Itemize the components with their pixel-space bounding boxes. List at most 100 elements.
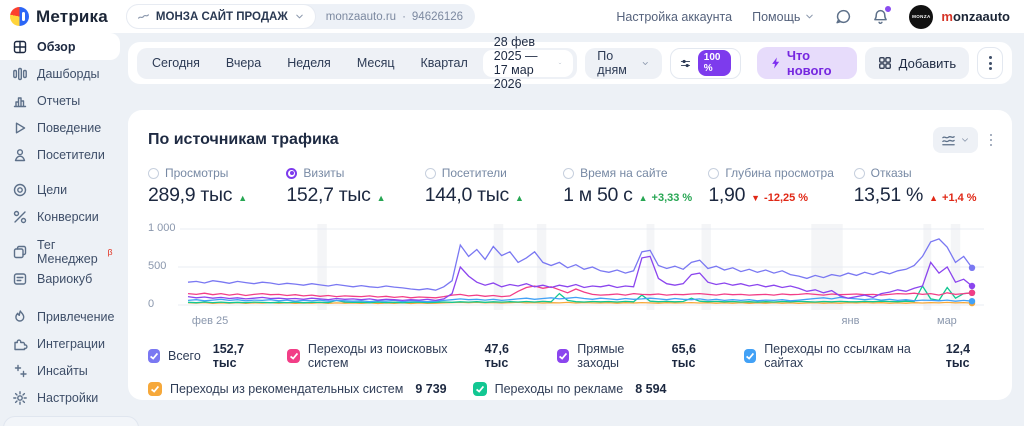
tag-manager-icon	[13, 245, 27, 258]
counter-icon	[137, 14, 149, 19]
radio-unselected[interactable]	[563, 167, 575, 179]
card-kebab-button[interactable]	[989, 133, 992, 147]
checkbox-checked[interactable]	[148, 349, 160, 363]
checkbox-checked[interactable]	[287, 349, 300, 363]
counter-domain: monzaauto.ru · 94626126	[316, 11, 463, 23]
sidebar-footer-panel[interactable]	[3, 416, 139, 426]
sidebar-item-dashboards[interactable]: Дашборды	[0, 60, 120, 87]
metric-users[interactable]: Посетители 144,0 тыс ▲	[424, 166, 524, 206]
chevron-down-icon	[559, 62, 562, 64]
play-icon	[15, 122, 26, 133]
sliders-icon	[680, 59, 690, 67]
toolbar-kebab-button[interactable]	[977, 47, 1003, 79]
lightning-icon	[771, 57, 779, 69]
sidebar-item-behavior[interactable]: Поведение	[0, 114, 120, 141]
period-yesterday[interactable]: Вчера	[225, 56, 262, 70]
period-segmented-control: Сегодня Вчера Неделя Месяц Квартал 28 фе…	[137, 35, 578, 91]
percent-icon	[13, 210, 27, 223]
legend-direct[interactable]: Прямые заходы 65,6 тыс	[556, 342, 718, 370]
help-menu[interactable]: Помощь	[752, 10, 815, 24]
chevron-down-icon	[806, 14, 814, 19]
sidebar-item-attraction[interactable]: Привлечение	[0, 303, 120, 330]
sidebar-item-visitors[interactable]: Посетители	[0, 141, 120, 168]
target-icon	[13, 183, 27, 196]
metrica-logo[interactable]: Метрика	[10, 7, 108, 27]
variocube-icon	[13, 272, 27, 285]
chevron-down-icon	[961, 138, 968, 142]
sidebar-item-goals[interactable]: Цели	[0, 176, 120, 203]
chat-button[interactable]	[835, 8, 852, 25]
radio-unselected[interactable]	[148, 167, 159, 179]
sidebar-item-settings[interactable]: Настройки	[0, 384, 120, 411]
bell-icon	[874, 9, 888, 24]
sidebar-item-variocube[interactable]: Вариокуб	[0, 265, 120, 292]
radio-unselected[interactable]	[424, 167, 436, 179]
chat-icon	[836, 9, 851, 24]
sidebar: Обзор Дашборды Отчеты Поведение Посетите…	[0, 33, 139, 426]
checkbox-checked[interactable]	[556, 349, 570, 363]
whats-new-button[interactable]: Что нового	[756, 47, 857, 79]
legend-row-1: Всего 152,7 тыс Переходы из поисковых си…	[148, 342, 992, 370]
sidebar-item-reports[interactable]: Отчеты	[0, 87, 120, 114]
date-range-picker[interactable]: 28 фев 2025 — 17 мар 2026	[482, 35, 574, 91]
sidebar-item-overview[interactable]: Обзор	[0, 33, 120, 60]
legend-site-links[interactable]: Переходы по ссылкам на сайтах 12,4 тыс	[743, 342, 992, 370]
legend-ads[interactable]: Переходы по рекламе 8 594	[472, 382, 667, 396]
checkbox-checked[interactable]	[472, 382, 487, 396]
person-icon	[14, 148, 26, 161]
trend-up-icon: ▲	[929, 193, 939, 203]
help-label: Помощь	[752, 9, 801, 24]
legend-search[interactable]: Переходы из поисковых систем 47,6 тыс	[287, 342, 531, 370]
metric-time-on-site[interactable]: Время на сайте 1 м 50 с ▲ +3,33 %	[563, 166, 693, 206]
notifications-button[interactable]	[872, 6, 892, 25]
user-name[interactable]: monzaauto	[941, 9, 1010, 24]
radio-unselected[interactable]	[708, 167, 720, 179]
metric-bounce-rate[interactable]: Отказы 13,51 % ▲ +1,4 %	[853, 166, 977, 206]
radio-selected[interactable]	[286, 167, 298, 179]
granularity-select[interactable]: По дням	[585, 47, 662, 79]
top-header: Метрика МОНЗА САЙТ ПРОДАЖ monzaauto.ru ·…	[0, 0, 1024, 33]
traffic-sources-card: По источникам трафика Просмотры 289,9 ты…	[128, 110, 1012, 400]
sidebar-item-insights[interactable]: Инсайты	[0, 357, 120, 384]
period-today[interactable]: Сегодня	[152, 56, 200, 70]
chart-type-select[interactable]	[932, 127, 978, 153]
avatar[interactable]: MONZA	[909, 4, 934, 29]
metric-tabs: Просмотры 289,9 тыс ▲ Визиты 152,7 тыс ▲ П…	[148, 166, 992, 207]
y-axis-tick: 0	[148, 298, 159, 310]
period-week[interactable]: Неделя	[287, 56, 331, 70]
puzzle-icon	[14, 338, 28, 350]
period-quarter[interactable]: Квартал	[420, 56, 468, 70]
checkbox-checked[interactable]	[743, 349, 757, 363]
y-axis-tick: 500	[148, 260, 171, 272]
radio-unselected[interactable]	[853, 167, 865, 179]
counter-selector[interactable]: МОНЗА САЙТ ПРОДАЖ monzaauto.ru · 9462612…	[125, 4, 476, 29]
dashboards-icon	[13, 67, 27, 80]
x-axis-tick: янв	[841, 315, 860, 327]
checkbox-checked[interactable]	[148, 382, 162, 396]
sidebar-item-tag-manager[interactable]: Тег Менеджер β	[0, 238, 120, 266]
metric-pageviews[interactable]: Просмотры 289,9 тыс ▲	[148, 166, 248, 206]
trend-up-icon: ▲	[238, 193, 248, 203]
account-settings-link[interactable]: Настройка аккаунта	[616, 9, 733, 24]
traffic-chart[interactable]: 1 000 500 0	[148, 221, 992, 313]
sampling-button[interactable]: 100 %	[669, 47, 741, 79]
overview-icon	[13, 40, 27, 53]
sidebar-item-conversions[interactable]: Конверсии	[0, 203, 120, 230]
notification-dot	[885, 6, 892, 12]
period-month[interactable]: Месяц	[356, 56, 395, 70]
x-axis-tick: фев 25	[191, 315, 229, 327]
legend-recommendations[interactable]: Переходы из рекомендательных систем 9 73…	[148, 382, 447, 396]
sampling-badge: 100 %	[697, 50, 731, 76]
line-chart-canvas[interactable]	[148, 221, 992, 313]
add-button[interactable]: Добавить	[864, 47, 970, 79]
metric-visits[interactable]: Визиты 152,7 тыс ▲	[286, 166, 386, 206]
chevron-down-icon	[643, 61, 649, 65]
kebab-icon	[988, 56, 992, 70]
sidebar-item-integrations[interactable]: Интеграции	[0, 330, 120, 357]
counter-name-button[interactable]: МОНЗА САЙТ ПРОДАЖ	[125, 4, 316, 29]
counter-name: МОНЗА САЙТ ПРОДАЖ	[155, 10, 288, 23]
beta-badge: β	[107, 246, 113, 257]
legend-row-2: Переходы из рекомендательных систем 9 73…	[148, 382, 992, 396]
legend-total[interactable]: Всего 152,7 тыс	[148, 342, 261, 370]
metric-depth[interactable]: Глубина просмотра 1,90 ▼ -12,25 %	[708, 166, 834, 206]
